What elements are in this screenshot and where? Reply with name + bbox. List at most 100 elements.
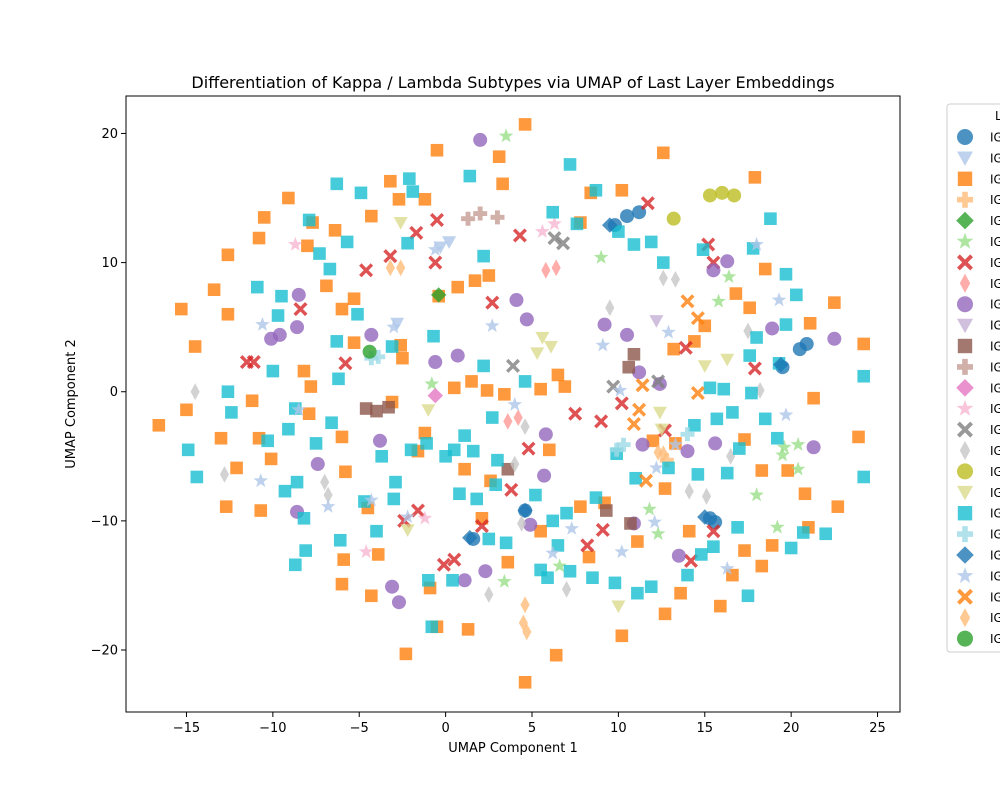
data-point xyxy=(462,530,478,546)
legend-label: IG xyxy=(990,340,1000,354)
legend-label: IG xyxy=(990,256,1000,270)
legend-label: IG xyxy=(990,360,1000,374)
legend-label: IG xyxy=(990,507,1000,521)
data-point xyxy=(424,376,440,391)
data-point xyxy=(755,464,769,477)
data-point xyxy=(747,361,762,376)
data-point xyxy=(271,309,285,322)
data-point xyxy=(458,462,471,476)
legend-label: IG xyxy=(990,569,1000,583)
data-point xyxy=(428,255,443,270)
legend-marker xyxy=(956,211,974,230)
data-point xyxy=(468,274,482,287)
legend-entry: IG xyxy=(957,338,1000,354)
data-point xyxy=(384,174,397,188)
series-21 xyxy=(253,236,794,575)
data-point xyxy=(485,411,499,424)
data-point xyxy=(313,247,326,260)
legend-marker xyxy=(957,254,973,271)
data-point xyxy=(653,444,663,461)
data-point xyxy=(702,487,712,505)
data-point xyxy=(582,550,596,564)
data-point xyxy=(541,571,554,584)
data-point xyxy=(425,620,439,634)
data-point xyxy=(339,465,352,479)
x-tick-label: 25 xyxy=(869,721,886,736)
data-point xyxy=(491,453,504,467)
legend-marker xyxy=(957,485,973,501)
data-point xyxy=(517,515,527,532)
legend-entry: IG xyxy=(957,254,1000,271)
data-point xyxy=(427,387,443,404)
data-point xyxy=(370,524,383,538)
data-point xyxy=(620,327,635,342)
data-point xyxy=(383,249,398,264)
data-point xyxy=(492,150,506,163)
data-point xyxy=(496,177,509,191)
plot-frame xyxy=(125,95,901,713)
data-point xyxy=(534,382,547,396)
data-point xyxy=(385,259,395,277)
data-point xyxy=(288,236,303,251)
data-point xyxy=(289,558,302,572)
data-point xyxy=(564,520,580,535)
data-point xyxy=(803,316,817,330)
data-point xyxy=(684,553,698,568)
series-16 xyxy=(666,185,742,226)
legend-entry: IG xyxy=(956,399,1000,416)
data-point xyxy=(230,461,243,475)
legend-label: IG xyxy=(990,131,1000,145)
data-point xyxy=(391,595,406,610)
data-point xyxy=(520,418,530,435)
data-point xyxy=(831,500,845,513)
data-point xyxy=(708,436,723,451)
data-point xyxy=(474,519,489,533)
data-point xyxy=(745,386,758,400)
data-point xyxy=(359,402,373,415)
data-point xyxy=(530,347,545,360)
data-point xyxy=(214,431,228,445)
x-axis-label: UMAP Component 1 xyxy=(448,741,577,756)
data-point xyxy=(790,461,806,476)
data-point xyxy=(611,600,626,614)
data-point xyxy=(568,406,583,421)
data-point xyxy=(418,426,432,440)
x-tick-label: 10 xyxy=(610,721,627,736)
data-point xyxy=(717,382,731,396)
data-point xyxy=(652,406,667,420)
data-point xyxy=(707,540,720,554)
data-point xyxy=(457,573,472,588)
data-point xyxy=(755,559,769,573)
data-point xyxy=(538,427,553,442)
data-point xyxy=(466,444,480,458)
y-axis: −20 −10 0 10 20 xyxy=(91,127,126,659)
data-point xyxy=(266,364,280,378)
data-point xyxy=(338,356,353,371)
legend-entry: IG xyxy=(957,319,1000,334)
data-point xyxy=(806,440,821,455)
data-point xyxy=(297,364,311,378)
data-point xyxy=(626,417,641,431)
series-12 xyxy=(427,387,443,404)
data-point xyxy=(647,514,662,529)
legend-marker xyxy=(957,358,973,375)
data-point xyxy=(484,586,494,603)
legend-marker xyxy=(957,151,973,166)
data-point xyxy=(680,427,695,442)
data-point xyxy=(828,296,841,309)
data-point xyxy=(340,235,354,249)
data-point xyxy=(221,307,235,321)
data-point xyxy=(513,409,523,426)
data-point xyxy=(695,548,708,561)
series-13 xyxy=(288,216,562,559)
data-point xyxy=(335,302,349,316)
data-point xyxy=(188,340,202,353)
data-point xyxy=(758,262,772,276)
y-axis-label: UMAP Component 2 xyxy=(64,339,79,468)
series-20 xyxy=(462,217,789,546)
legend-label: IG xyxy=(990,319,1000,333)
data-point xyxy=(563,158,577,171)
data-point xyxy=(688,419,701,432)
legend-marker xyxy=(956,546,974,564)
data-point xyxy=(662,461,675,475)
